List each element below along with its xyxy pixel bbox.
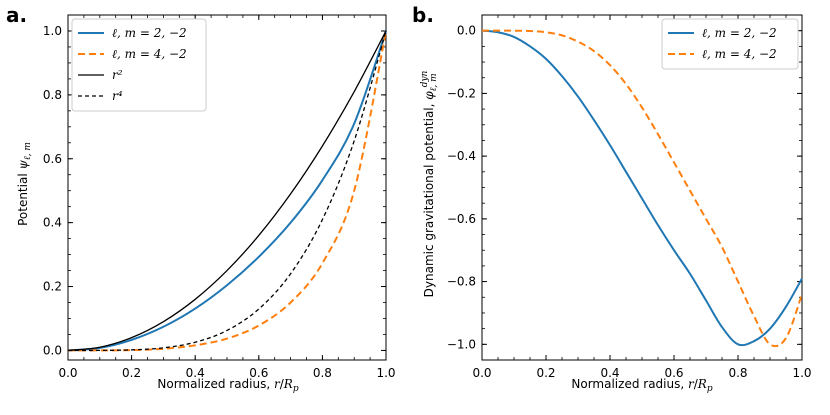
legend-box bbox=[71, 18, 207, 112]
x-tick-label: 0.2 bbox=[536, 366, 555, 380]
legend-label-1: ℓ, m = 4, −2 bbox=[702, 47, 777, 61]
y-tick-label: −0.6 bbox=[447, 212, 476, 226]
axes-ticks-b: 0.0 0.2 0.4 0.6 0.8 1.0 −1.0 −0.8 −0.6 −0.4 −0.2 0.… bbox=[447, 14, 812, 380]
y-tick-label: 0.8 bbox=[43, 88, 62, 102]
y-axis-label-b: Dynamic gravitational potential, φℓ, mdy… bbox=[420, 70, 439, 297]
x-tick-label: 0.0 bbox=[472, 366, 491, 380]
legend-label-0: ℓ, m = 2, −2 bbox=[112, 26, 187, 40]
x-tick-label: 0.8 bbox=[313, 366, 332, 380]
legend-label-2: r² bbox=[112, 68, 123, 82]
panel-a: a. 0.0 0.2 0.4 0.6 0.8 1.00.00.20.40.60.81.0 … bbox=[6, 3, 396, 394]
series-line-0 bbox=[481, 29, 803, 347]
y-tick-label: −1.0 bbox=[447, 337, 476, 351]
legend-b: ℓ, m = 2, −2 ℓ, m = 4, −2 bbox=[661, 18, 799, 70]
x-tick-label: 1.0 bbox=[376, 366, 395, 380]
x-tick-label: 0.0 bbox=[58, 366, 77, 380]
panel-label-a: a. bbox=[6, 3, 27, 27]
x-axis-label-b: Normalized radius, r/Rp bbox=[571, 377, 712, 394]
legend-a: ℓ, m = 2, −2 ℓ, m = 4, −2 r² r⁴ bbox=[71, 18, 207, 112]
panel-b: b. 0.0 0.2 0.4 0.6 0.8 1.0 −1.0 −0.8 −0.6 −0.4 −0.… bbox=[412, 3, 812, 394]
legend-label-3: r⁴ bbox=[112, 89, 123, 103]
y-tick-label: 0.2 bbox=[43, 280, 62, 294]
legend-label-0: ℓ, m = 2, −2 bbox=[702, 26, 777, 40]
y-tick-label: 0.4 bbox=[43, 216, 62, 230]
y-tick-label: 0.0 bbox=[457, 24, 476, 38]
panel-label-b: b. bbox=[412, 3, 434, 27]
x-tick-label: 0.4 bbox=[186, 366, 205, 380]
series-group-b bbox=[481, 29, 803, 348]
series-line-3 bbox=[67, 30, 387, 352]
y-axis-label-a: Potential ψℓ, m bbox=[16, 142, 33, 226]
legend-box bbox=[661, 18, 799, 70]
x-tick-label: 0.8 bbox=[728, 366, 747, 380]
x-tick-label: 1.0 bbox=[792, 366, 811, 380]
axes-ticks-a: 0.0 0.2 0.4 0.6 0.8 1.0 0.0 0.2 0.4 0.6 0.8 1.0 bbox=[43, 14, 396, 380]
y-tick-label: 1.0 bbox=[43, 24, 62, 38]
series-line-0 bbox=[67, 30, 387, 352]
y-tick-label: −0.8 bbox=[447, 275, 476, 289]
series-group-a bbox=[67, 30, 387, 352]
x-tick-label: 0.6 bbox=[249, 366, 268, 380]
x-axis-label-a: Normalized radius, r/Rp bbox=[157, 377, 298, 394]
x-tick-label: 0.2 bbox=[122, 366, 141, 380]
y-tick-label: 0.0 bbox=[43, 343, 62, 357]
y-tick-label: −0.2 bbox=[447, 86, 476, 100]
x-tick-label: 0.4 bbox=[600, 366, 619, 380]
x-tick-label: 0.6 bbox=[664, 366, 683, 380]
series-line-1 bbox=[482, 29, 803, 348]
y-tick-label: 0.6 bbox=[43, 152, 62, 166]
legend-label-1: ℓ, m = 4, −2 bbox=[112, 47, 187, 61]
y-tick-label: −0.4 bbox=[447, 149, 476, 163]
series-line-2 bbox=[67, 30, 387, 352]
